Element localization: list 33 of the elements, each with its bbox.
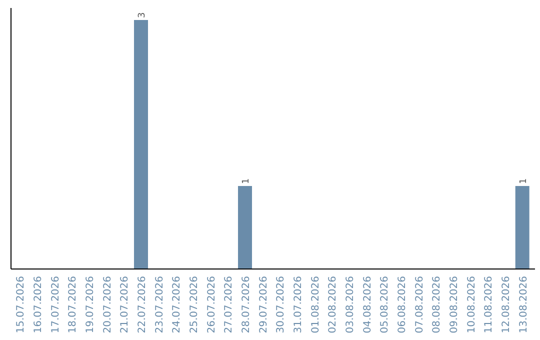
x-tick-label: 28.07.2026	[241, 276, 252, 334]
x-tick-label: 22.07.2026	[137, 276, 148, 334]
x-tick-label: 12.08.2026	[501, 276, 512, 334]
x-tick-label: 02.08.2026	[328, 276, 339, 334]
x-tick-label: 26.07.2026	[206, 276, 218, 334]
x-tick-label: 21.07.2026	[120, 276, 131, 334]
x-tick-label: 30.07.2026	[276, 276, 287, 334]
x-tick-label: 27.07.2026	[224, 276, 235, 334]
x-tick-label: 23.07.2026	[154, 276, 166, 334]
x-tick-label: 15.07.2026	[16, 276, 27, 334]
data-label: 1	[518, 178, 529, 184]
data-label: 1	[242, 178, 252, 184]
x-tick-label: 11.08.2026	[484, 276, 495, 334]
x-tick-label: 25.07.2026	[189, 276, 200, 334]
x-tick-label: 24.07.2026	[172, 276, 183, 334]
x-tick-label: 03.08.2026	[345, 276, 356, 334]
x-tick-label: 20.07.2026	[102, 276, 114, 334]
x-tick-label: 16.07.2026	[33, 276, 44, 334]
x-tick-label: 10.08.2026	[466, 276, 478, 334]
x-tick-label: 29.07.2026	[258, 276, 270, 334]
x-tick-label: 04.08.2026	[362, 276, 374, 334]
x-tick-label: 13.08.2026	[518, 276, 530, 334]
x-tick-label: 07.08.2026	[414, 276, 426, 334]
x-tick-label: 06.08.2026	[397, 276, 408, 334]
data-label: 3	[138, 12, 148, 18]
x-tick-label: 31.07.2026	[293, 276, 304, 334]
x-tick-label: 01.08.2026	[310, 276, 322, 334]
x-tick-label: 17.07.2026	[50, 276, 62, 334]
x-tick-label: 18.07.2026	[68, 276, 79, 334]
x-tick-label: 19.07.2026	[85, 276, 96, 334]
x-tick-label: 08.08.2026	[432, 276, 443, 334]
x-tick-label: 09.08.2026	[449, 276, 460, 334]
x-tick-label: 05.08.2026	[380, 276, 391, 334]
